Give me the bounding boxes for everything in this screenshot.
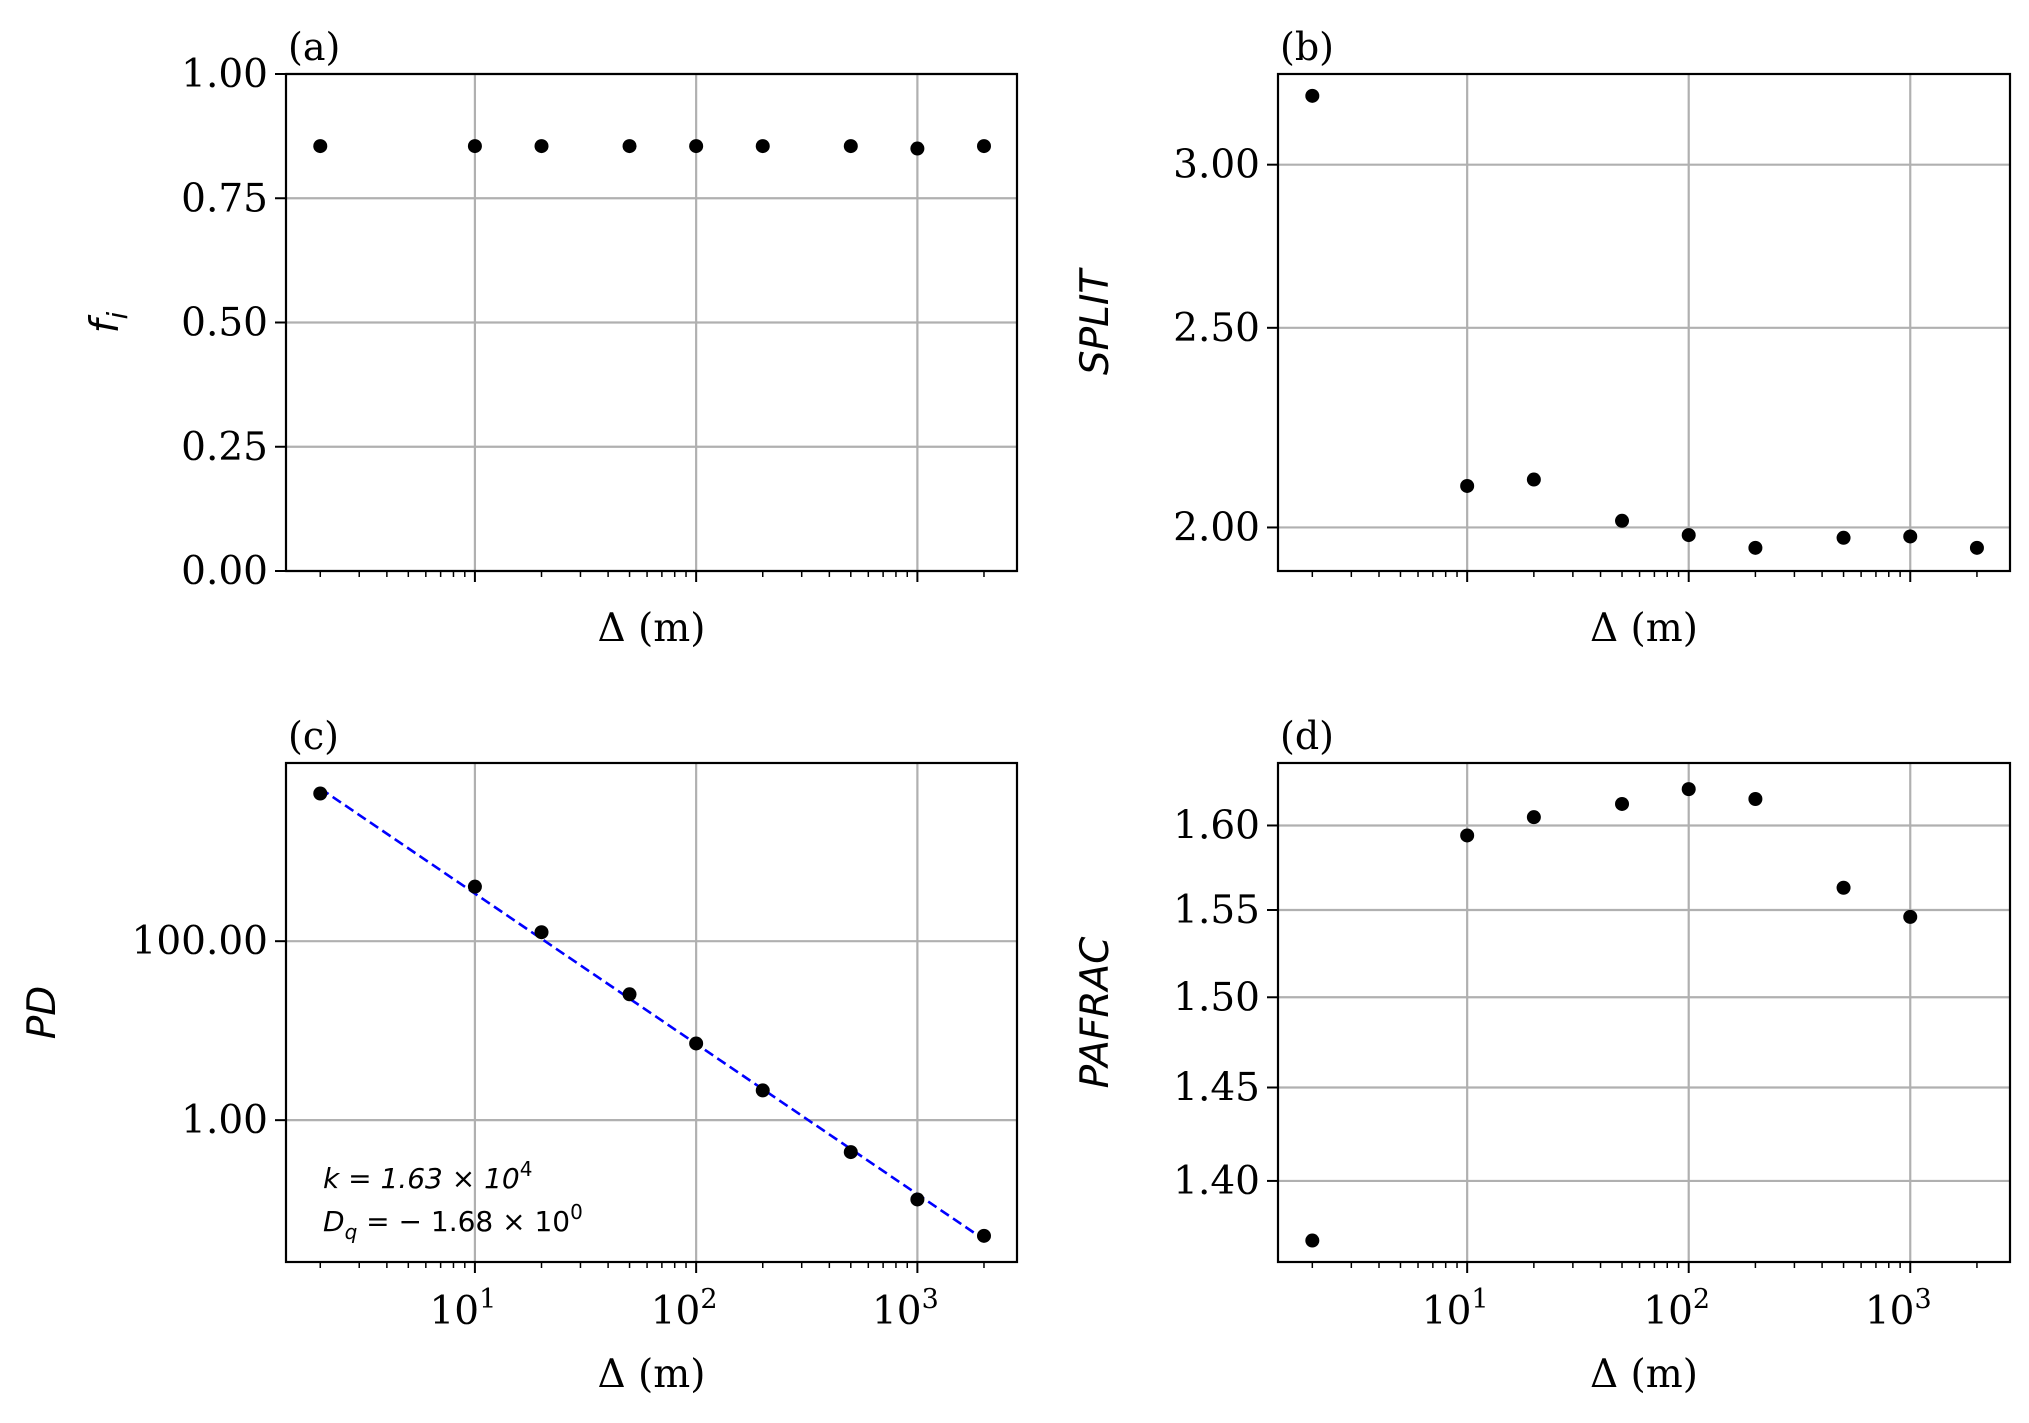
data-point	[689, 1036, 704, 1051]
data-point	[976, 1228, 991, 1243]
x-tick-exponent: 3	[922, 1284, 939, 1315]
data-point	[1526, 810, 1541, 825]
data-point	[1305, 1233, 1320, 1248]
y-tick-label: 3.00	[1173, 143, 1260, 188]
data-point	[976, 139, 991, 154]
y-tick-label: 0.75	[181, 176, 268, 221]
x-tick-exponent: 2	[700, 1284, 717, 1315]
y-tick-label: 0.00	[181, 549, 268, 594]
k-annotation: k = 1.63 × 104	[323, 1157, 532, 1195]
y-axis-label: PD	[20, 986, 65, 1040]
data-point	[1748, 791, 1763, 806]
data-point	[843, 139, 858, 154]
x-tick-base: 10	[872, 1289, 922, 1334]
y-tick-label: 1.45	[1173, 1066, 1260, 1111]
data-point	[1681, 782, 1696, 797]
data-point	[1836, 530, 1851, 545]
y-tick-label: 2.50	[1173, 306, 1260, 351]
x-tick-exponent: 2	[1693, 1284, 1710, 1315]
dq-rest: = − 1.68 × 10	[357, 1205, 570, 1238]
data-point	[755, 139, 770, 154]
y-tick-label: 1.55	[1173, 888, 1260, 933]
x-axis-label: Δ (m)	[1590, 1352, 1698, 1397]
panel-label: (c)	[288, 714, 339, 758]
data-point	[1903, 529, 1918, 544]
data-point	[1615, 513, 1630, 528]
x-tick-exponent: 3	[1914, 1284, 1931, 1315]
y-tick-label: 1.40	[1173, 1159, 1260, 1204]
data-point	[1460, 478, 1475, 493]
x-axis-label: Δ (m)	[1590, 606, 1698, 651]
data-point	[313, 786, 328, 801]
dq-sub: q	[345, 1220, 358, 1244]
x-tick-label: 101	[429, 1284, 496, 1334]
x-tick-label: 101	[1422, 1284, 1489, 1334]
x-tick-base: 10	[651, 1289, 701, 1334]
data-point	[910, 1192, 925, 1207]
x-tick-label: 102	[651, 1284, 718, 1334]
data-point	[1903, 909, 1918, 924]
y-tick-label: 0.50	[181, 301, 268, 346]
data-point	[1526, 472, 1541, 487]
y-axis-label-sub: i	[101, 312, 134, 320]
data-point	[622, 139, 637, 154]
panel-label: (b)	[1280, 25, 1334, 69]
data-point	[1748, 540, 1763, 555]
dq-exponent: 0	[570, 1200, 583, 1224]
data-point	[1681, 528, 1696, 543]
x-tick-label: 102	[1643, 1284, 1710, 1334]
y-tick-label: 1.50	[1173, 975, 1260, 1020]
axes-frame	[1276, 72, 2012, 573]
axes-frame	[1276, 761, 2012, 1264]
x-axis-label: Δ (m)	[598, 606, 706, 651]
data-point	[1615, 796, 1630, 811]
data-point	[534, 139, 549, 154]
y-tick-label: 100.00	[132, 919, 268, 964]
x-tick-base: 10	[1643, 1289, 1693, 1334]
data-point	[1969, 540, 1984, 555]
data-point	[313, 139, 328, 154]
y-tick-label: 1.00	[181, 52, 268, 97]
axes-frame	[284, 72, 1019, 573]
y-tick-label: 1.00	[181, 1098, 268, 1143]
data-point	[1836, 880, 1851, 895]
data-point	[467, 139, 482, 154]
k-exponent: 4	[520, 1157, 533, 1181]
axes-frame	[284, 761, 1019, 1264]
fit-line	[319, 787, 985, 1241]
panel-label: (a)	[288, 25, 340, 69]
data-point	[1460, 828, 1475, 843]
y-tick-label: 1.60	[1173, 803, 1260, 848]
data-point	[1305, 88, 1320, 103]
y-tick-label: 0.25	[181, 425, 268, 470]
panel-b: 2.00 2.50 3.00 (b) Δ (m) SPLIT	[1073, 25, 2012, 651]
panel-a: 0.00 0.25 0.50 0.75 1.00 (a) Δ (m) fi	[83, 25, 1019, 651]
data-point	[689, 139, 704, 154]
dq-main: D	[323, 1205, 345, 1238]
data-point	[467, 879, 482, 894]
y-axis-label: PAFRAC	[1073, 936, 1118, 1088]
panel-label: (d)	[1280, 714, 1334, 758]
x-tick-label: 103	[872, 1284, 939, 1334]
dq-annotation: Dq = − 1.68 × 100	[323, 1200, 583, 1244]
data-point	[843, 1145, 858, 1160]
data-point	[622, 987, 637, 1002]
x-tick-exponent: 1	[1471, 1284, 1488, 1315]
x-tick-base: 10	[429, 1289, 479, 1334]
y-tick-label: 2.00	[1173, 505, 1260, 550]
data-point	[534, 925, 549, 940]
x-tick-label: 103	[1865, 1284, 1932, 1334]
x-tick-base: 10	[1422, 1289, 1472, 1334]
k-text: k = 1.63 × 10	[323, 1162, 520, 1195]
data-point	[755, 1083, 770, 1098]
y-axis-label: SPLIT	[1073, 267, 1118, 376]
x-tick-base: 10	[1865, 1289, 1915, 1334]
x-axis-label: Δ (m)	[598, 1352, 706, 1397]
x-tick-exponent: 1	[479, 1284, 496, 1315]
data-point	[910, 141, 925, 156]
y-axis-label: fi	[83, 312, 134, 334]
